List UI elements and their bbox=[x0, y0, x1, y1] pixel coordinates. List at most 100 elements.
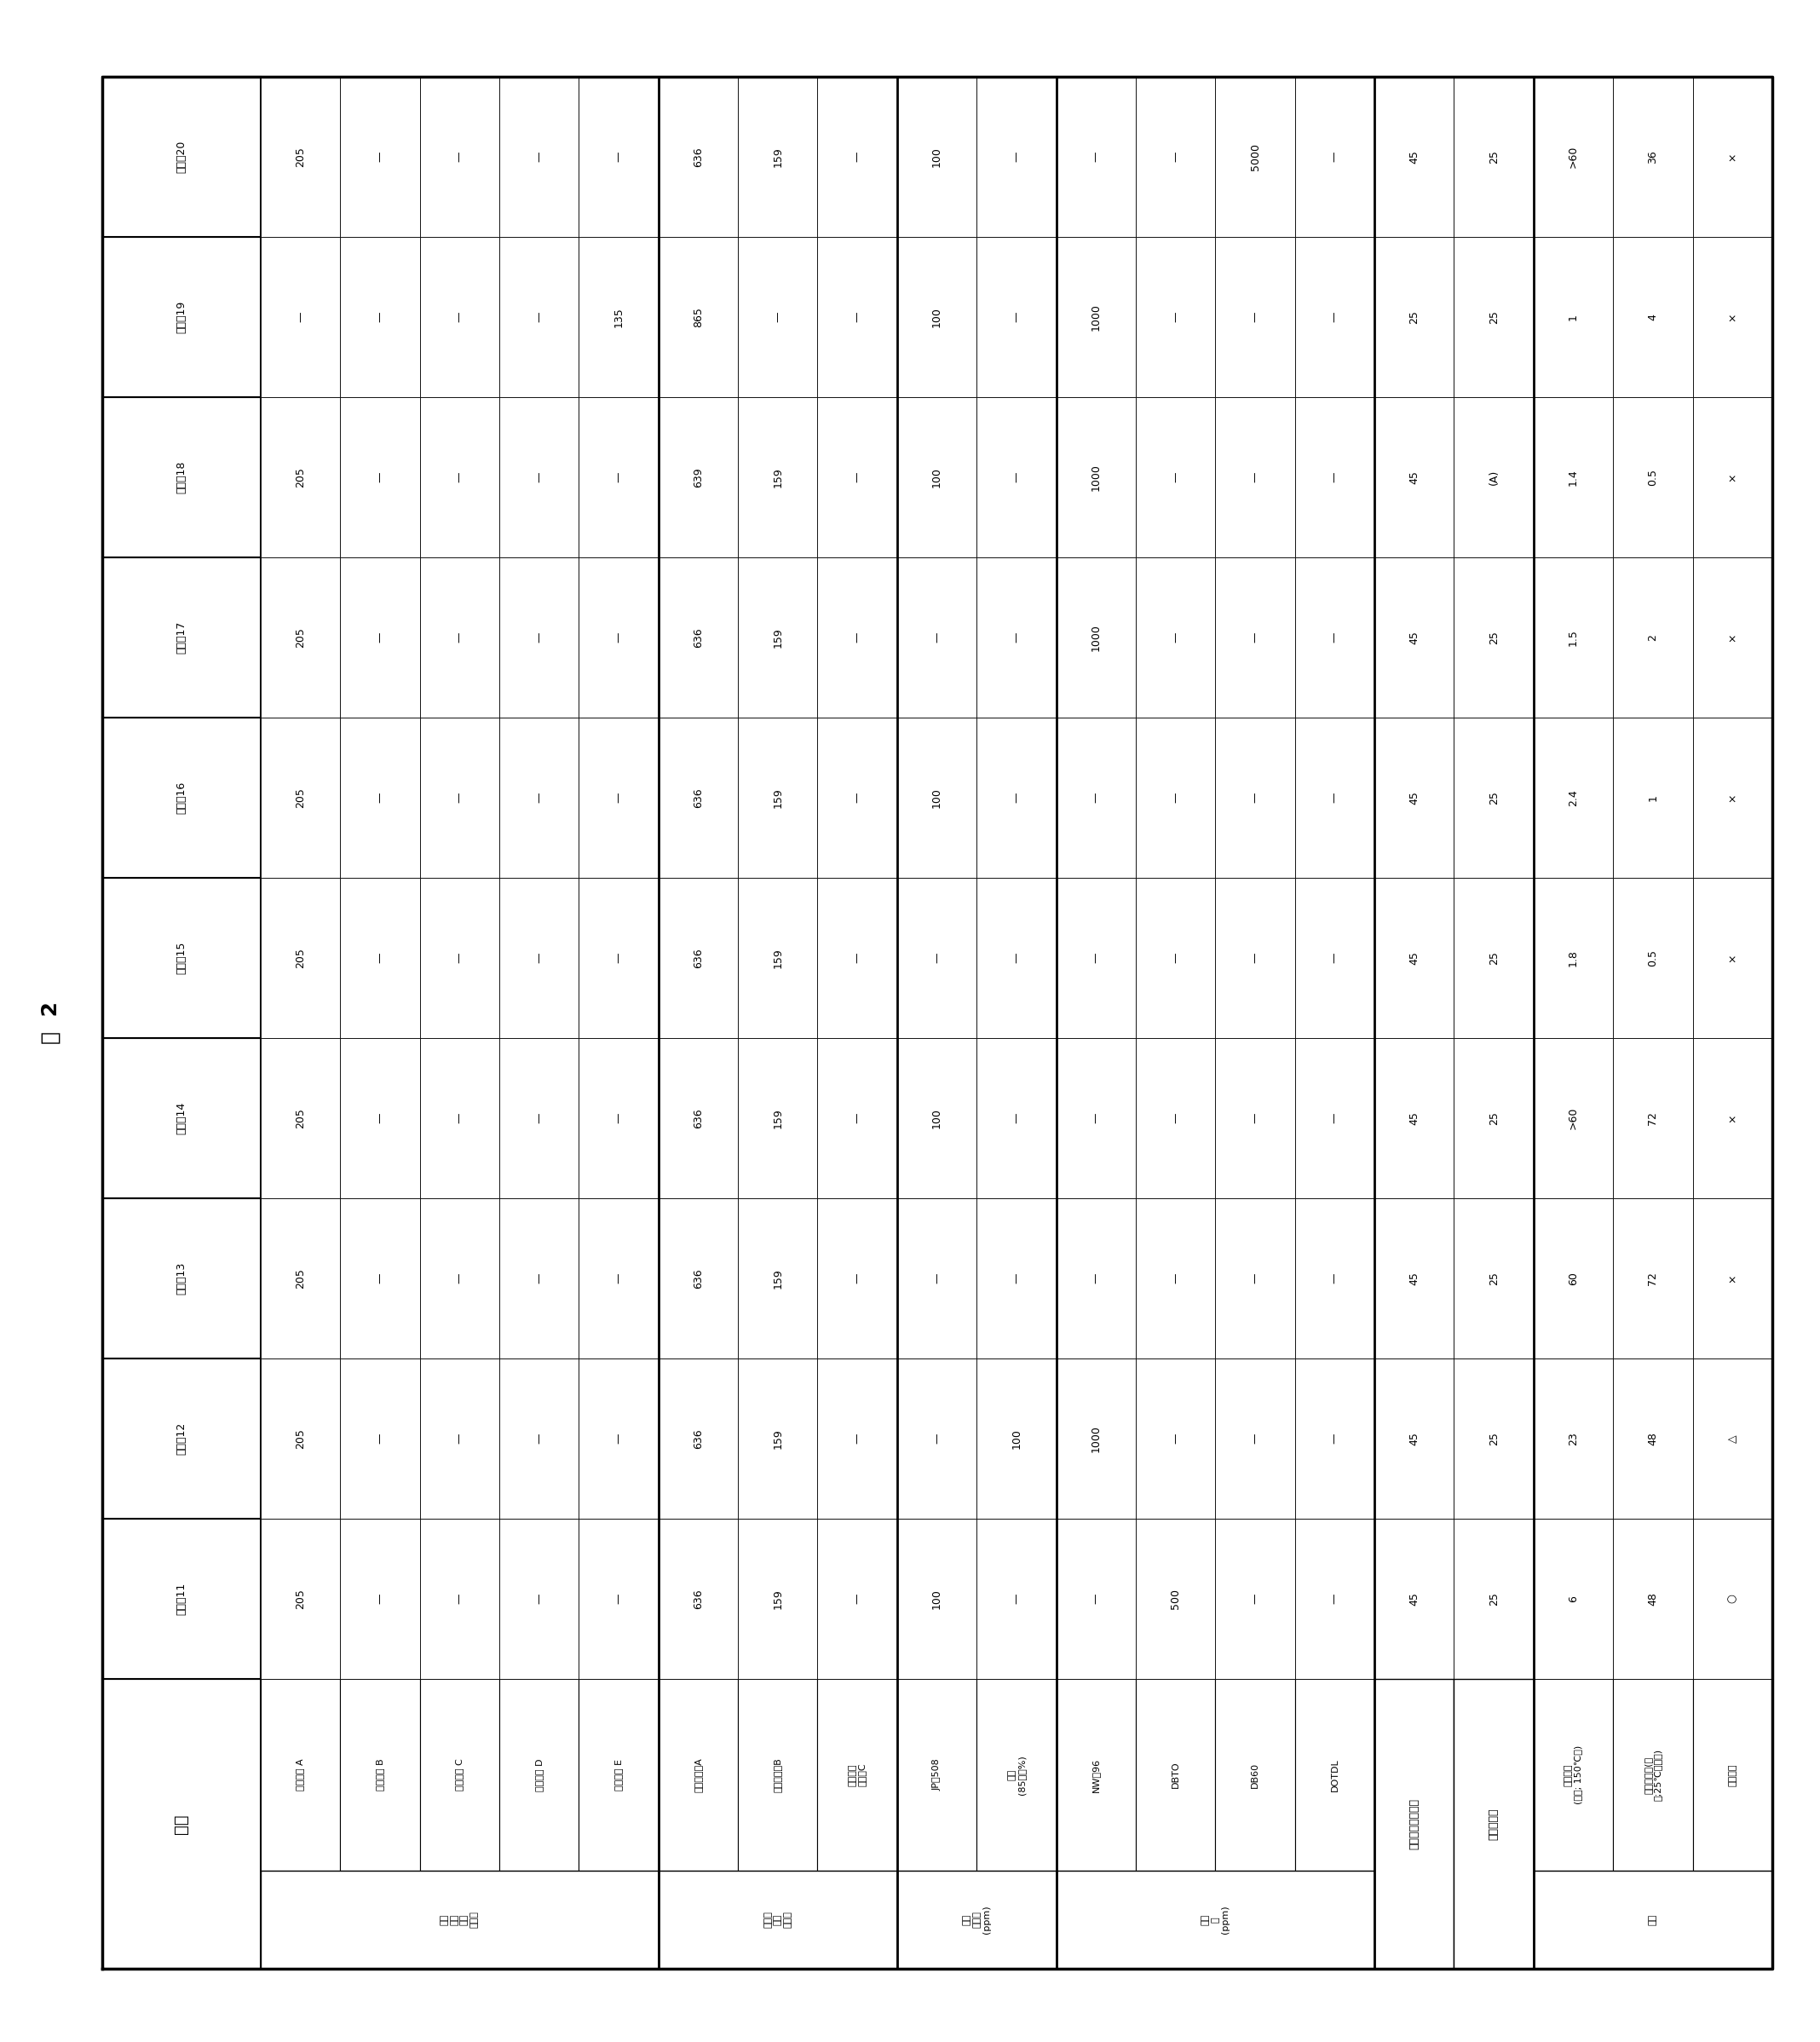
Text: ×: × bbox=[1727, 312, 1738, 321]
Polygon shape bbox=[659, 396, 737, 557]
Text: —: — bbox=[613, 1113, 624, 1123]
Text: —: — bbox=[613, 1433, 624, 1444]
Polygon shape bbox=[1294, 1679, 1374, 1870]
Polygon shape bbox=[817, 78, 897, 237]
Text: 综合评价: 综合评价 bbox=[1729, 1764, 1736, 1787]
Polygon shape bbox=[420, 1037, 499, 1199]
Polygon shape bbox=[737, 557, 817, 717]
Polygon shape bbox=[1216, 717, 1294, 878]
Polygon shape bbox=[260, 717, 340, 878]
Text: —: — bbox=[1010, 1113, 1023, 1123]
Polygon shape bbox=[1056, 1358, 1136, 1519]
Polygon shape bbox=[1216, 1037, 1294, 1199]
Text: 25: 25 bbox=[1489, 310, 1500, 325]
Polygon shape bbox=[499, 878, 579, 1037]
Polygon shape bbox=[340, 1037, 420, 1199]
Polygon shape bbox=[499, 237, 579, 396]
Polygon shape bbox=[1454, 878, 1534, 1037]
Polygon shape bbox=[420, 557, 499, 717]
Text: 多元醇
成分
质量份: 多元醇 成分 质量份 bbox=[764, 1911, 792, 1928]
Text: —: — bbox=[1170, 792, 1181, 803]
Polygon shape bbox=[897, 557, 977, 717]
Text: —: — bbox=[1329, 1272, 1340, 1284]
Text: 异氰酸酯 C: 异氰酸酯 C bbox=[455, 1758, 464, 1791]
Polygon shape bbox=[499, 1037, 579, 1199]
Polygon shape bbox=[817, 396, 897, 557]
Polygon shape bbox=[659, 1037, 737, 1199]
Polygon shape bbox=[102, 557, 260, 717]
Polygon shape bbox=[817, 1679, 897, 1870]
Polygon shape bbox=[1056, 1199, 1136, 1358]
Text: —: — bbox=[533, 954, 544, 964]
Polygon shape bbox=[340, 396, 420, 557]
Text: ○: ○ bbox=[1727, 1595, 1738, 1603]
Polygon shape bbox=[817, 878, 897, 1037]
Text: 159: 159 bbox=[772, 947, 783, 968]
Text: —: — bbox=[932, 633, 943, 643]
Text: ×: × bbox=[1727, 1274, 1738, 1282]
Polygon shape bbox=[1693, 78, 1773, 237]
Polygon shape bbox=[1136, 1358, 1216, 1519]
Text: —: — bbox=[613, 1593, 624, 1605]
Polygon shape bbox=[659, 1358, 737, 1519]
Text: 45: 45 bbox=[1409, 1593, 1420, 1605]
Polygon shape bbox=[1294, 237, 1374, 396]
Polygon shape bbox=[260, 1519, 340, 1679]
Text: —: — bbox=[1250, 312, 1261, 323]
Polygon shape bbox=[1374, 396, 1454, 557]
Text: —: — bbox=[1250, 633, 1261, 643]
Polygon shape bbox=[420, 78, 499, 237]
Polygon shape bbox=[1693, 1037, 1773, 1199]
Text: 磷酸
(85质量%): 磷酸 (85质量%) bbox=[1006, 1754, 1026, 1795]
Polygon shape bbox=[1613, 1519, 1693, 1679]
Text: —: — bbox=[772, 312, 783, 323]
Text: 205: 205 bbox=[295, 1268, 306, 1289]
Polygon shape bbox=[1613, 396, 1693, 557]
Text: 636: 636 bbox=[693, 147, 704, 167]
Text: 45: 45 bbox=[1409, 1111, 1420, 1125]
Text: —: — bbox=[852, 792, 863, 803]
Polygon shape bbox=[1136, 1199, 1216, 1358]
Text: 100: 100 bbox=[1010, 1429, 1023, 1448]
Polygon shape bbox=[1056, 557, 1136, 717]
Polygon shape bbox=[1294, 396, 1374, 557]
Text: —: — bbox=[1250, 472, 1261, 482]
Text: 1.5: 1.5 bbox=[1567, 629, 1580, 645]
Polygon shape bbox=[737, 1679, 817, 1870]
Text: 1: 1 bbox=[1647, 794, 1658, 800]
Text: —: — bbox=[453, 633, 464, 643]
Text: 25: 25 bbox=[1489, 1593, 1500, 1605]
Polygon shape bbox=[1613, 1199, 1693, 1358]
Text: 25: 25 bbox=[1489, 1272, 1500, 1284]
Text: 25: 25 bbox=[1489, 1431, 1500, 1446]
Text: △: △ bbox=[1727, 1433, 1738, 1444]
Polygon shape bbox=[1534, 1519, 1613, 1679]
Text: 表  2: 表 2 bbox=[40, 1001, 62, 1043]
Text: 异氰酸酯 D: 异氰酸酯 D bbox=[535, 1758, 542, 1791]
Polygon shape bbox=[340, 1679, 420, 1870]
Polygon shape bbox=[499, 557, 579, 717]
Polygon shape bbox=[579, 396, 659, 557]
Text: 结果: 结果 bbox=[1649, 1913, 1658, 1926]
Text: 1: 1 bbox=[1567, 314, 1580, 321]
Polygon shape bbox=[1056, 1037, 1136, 1199]
Polygon shape bbox=[420, 717, 499, 878]
Text: —: — bbox=[375, 1272, 386, 1284]
Text: 实验例18: 实验例18 bbox=[177, 461, 187, 494]
Polygon shape bbox=[897, 1037, 977, 1199]
Polygon shape bbox=[579, 237, 659, 396]
Polygon shape bbox=[1534, 1358, 1613, 1519]
Polygon shape bbox=[1693, 878, 1773, 1037]
Polygon shape bbox=[897, 1519, 977, 1679]
Text: —: — bbox=[453, 792, 464, 803]
Text: 反应
抑制剂
(ppm): 反应 抑制剂 (ppm) bbox=[963, 1905, 990, 1934]
Polygon shape bbox=[102, 1519, 260, 1679]
Text: 48: 48 bbox=[1647, 1431, 1658, 1446]
Text: 159: 159 bbox=[772, 1589, 783, 1609]
Polygon shape bbox=[1454, 1358, 1534, 1519]
Text: —: — bbox=[533, 792, 544, 803]
Polygon shape bbox=[340, 1358, 420, 1519]
Polygon shape bbox=[1454, 1679, 1534, 1968]
Text: 固化时间
(分钟; 150℃下): 固化时间 (分钟; 150℃下) bbox=[1563, 1746, 1583, 1805]
Polygon shape bbox=[499, 1519, 579, 1679]
